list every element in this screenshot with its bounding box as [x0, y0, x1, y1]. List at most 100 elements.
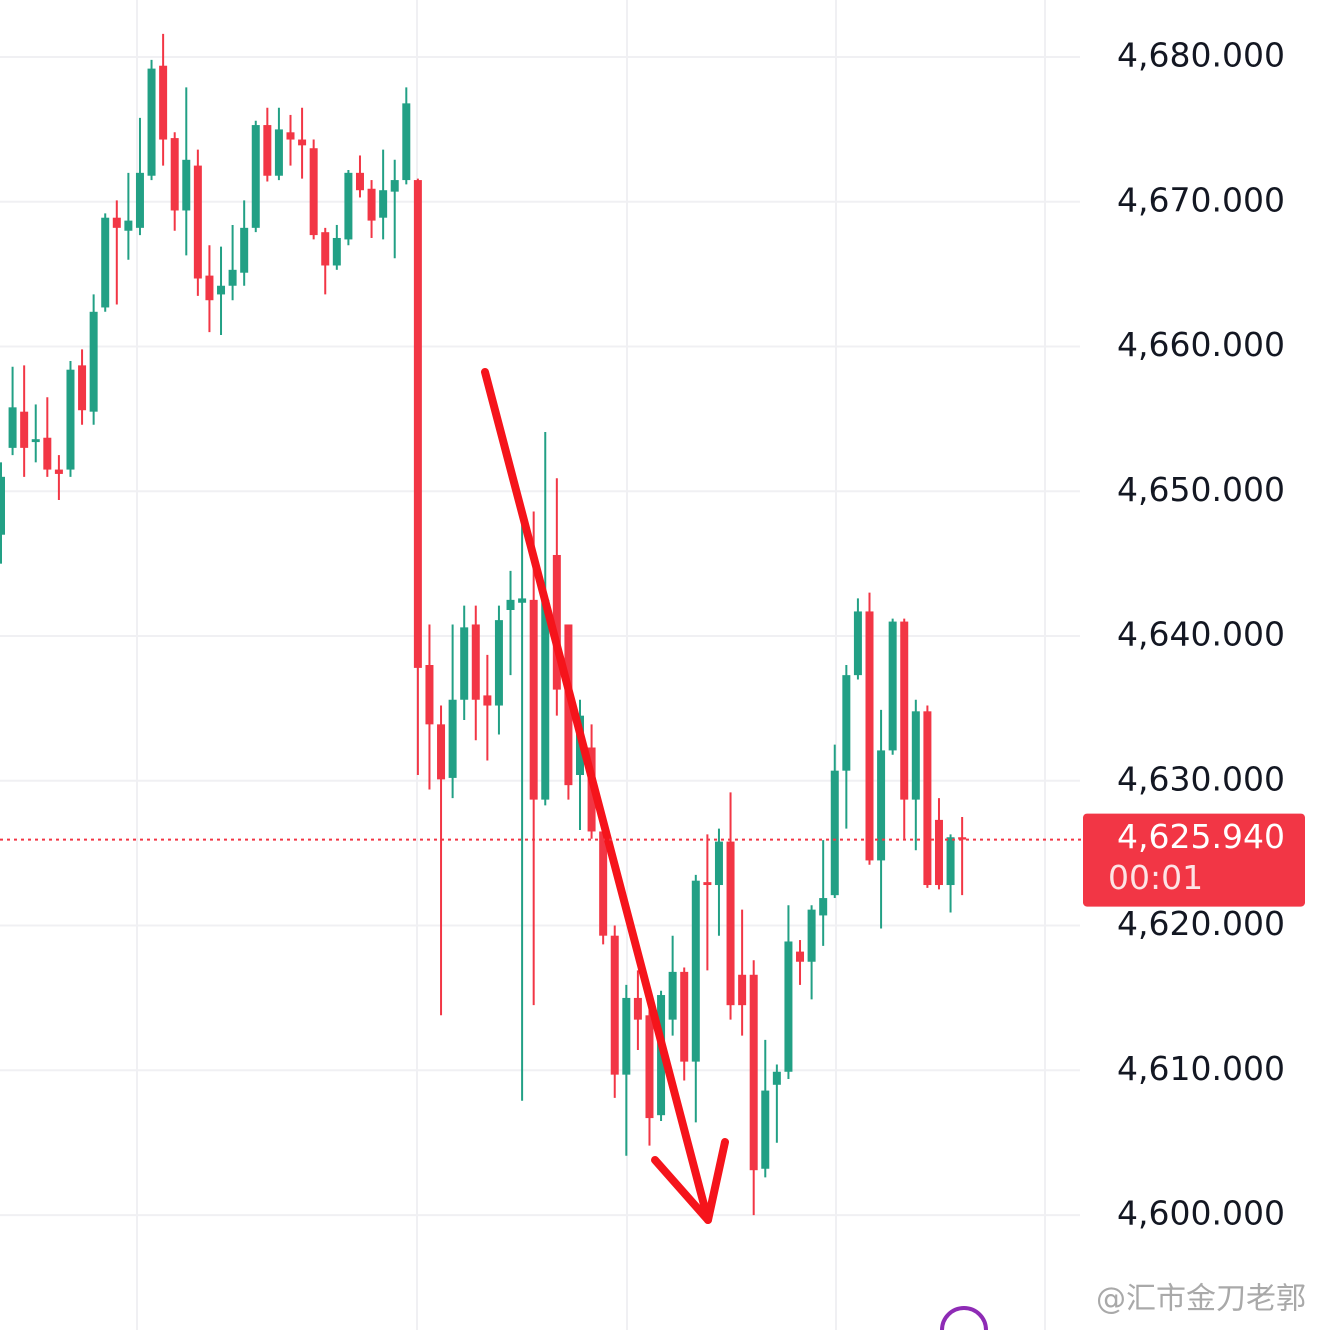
- candle-body: [43, 437, 52, 470]
- candle-body: [610, 935, 619, 1075]
- candle-body: [182, 159, 191, 211]
- candle-body: [726, 841, 735, 1006]
- candle-body: [853, 611, 862, 676]
- candle-body: [518, 598, 527, 603]
- candle-body: [205, 275, 214, 301]
- candle-body: [541, 599, 550, 800]
- candle-body: [714, 841, 723, 886]
- candle-body: [796, 951, 805, 962]
- candle-body: [89, 311, 98, 412]
- candle-body: [147, 68, 156, 176]
- candle-body: [0, 476, 5, 535]
- avatar-edge: [940, 1306, 988, 1330]
- candle-body: [842, 675, 851, 771]
- candle-body: [274, 129, 283, 176]
- candle-body: [101, 217, 110, 308]
- last-price-box: [1083, 813, 1305, 907]
- candle-body: [460, 627, 469, 700]
- price-axis: 4,680.000 4,670.000 4,660.000 4,650.000 4,64…: [1117, 36, 1285, 1233]
- candle-body: [772, 1071, 781, 1085]
- candle-body: [135, 172, 144, 228]
- watermark: @汇市金刀老郭: [1096, 1282, 1306, 1317]
- candle-body: [819, 898, 828, 916]
- candle-body: [680, 971, 689, 1062]
- candle-body: [20, 411, 29, 448]
- candle-body: [31, 439, 40, 443]
- candle-body: [911, 711, 920, 800]
- candle-body: [112, 217, 121, 228]
- candle-body: [402, 103, 411, 181]
- y-tick-label: 4,660.000: [1117, 325, 1285, 364]
- candle-body: [228, 269, 237, 286]
- candle-body: [738, 974, 747, 1006]
- countdown: 00:01: [1108, 858, 1203, 897]
- candle-body: [309, 148, 318, 236]
- candle-body: [622, 997, 631, 1075]
- y-tick-label: 4,610.000: [1117, 1049, 1285, 1088]
- candle-body: [390, 180, 399, 192]
- candle-body: [240, 227, 249, 273]
- candle-body: [888, 621, 897, 751]
- candle-body: [251, 125, 260, 228]
- candle-body: [900, 621, 909, 800]
- candle-body: [483, 695, 492, 706]
- candle-body: [599, 831, 608, 936]
- candle-body: [413, 180, 422, 668]
- horizontal-grid: [0, 56, 1080, 1217]
- candle-body: [332, 237, 341, 266]
- candle-body: [367, 188, 376, 221]
- y-tick-label: 4,630.000: [1117, 759, 1285, 798]
- candle-body: [958, 837, 967, 840]
- candle-body: [437, 724, 446, 780]
- candle-body: [124, 220, 133, 231]
- y-tick-label: 4,670.000: [1117, 180, 1285, 219]
- candle-body: [877, 750, 886, 861]
- candle-body: [494, 620, 503, 706]
- candle-body: [8, 407, 17, 448]
- candle-body: [448, 699, 457, 778]
- candle-body: [946, 837, 955, 886]
- arrow-shaft: [481, 368, 712, 1224]
- candle-body: [355, 172, 364, 191]
- candle-body: [54, 469, 63, 474]
- candle-body: [425, 665, 434, 725]
- candle-body: [344, 172, 353, 240]
- y-tick-label: 4,680.000: [1117, 36, 1285, 75]
- candle-body: [286, 132, 295, 140]
- candle-body: [321, 232, 330, 266]
- candle-body: [159, 65, 168, 140]
- candle-body: [923, 711, 932, 886]
- candle-body: [298, 139, 307, 146]
- candle-body: [193, 165, 202, 279]
- candle-body: [633, 997, 642, 1020]
- y-tick-label: 4,620.000: [1117, 904, 1285, 943]
- candle-body: [865, 611, 874, 861]
- candle-body: [807, 909, 816, 962]
- candle-body: [506, 599, 515, 610]
- candle-body: [703, 882, 712, 886]
- last-price-label: 4,625.940: [1117, 817, 1285, 856]
- candle-body: [552, 554, 561, 690]
- y-tick-label: 4,640.000: [1117, 615, 1285, 654]
- candle-body: [263, 125, 272, 176]
- candle-body: [784, 941, 793, 1072]
- candle-body: [691, 880, 700, 1062]
- candle-body: [170, 138, 179, 211]
- candle-body: [78, 365, 87, 411]
- candle-body: [761, 1090, 770, 1169]
- candle-body: [668, 971, 677, 1020]
- arrow-head: [651, 1138, 729, 1224]
- candle-body: [66, 369, 75, 470]
- candle-body: [830, 770, 839, 896]
- candle-body: [471, 624, 480, 700]
- y-tick-label: 4,600.000: [1117, 1194, 1285, 1233]
- candle-body: [379, 190, 388, 218]
- candle-body: [749, 974, 758, 1171]
- candle-body: [934, 819, 943, 886]
- candle-body: [217, 285, 226, 295]
- annotation-arrow: [481, 368, 729, 1224]
- candle-body: [645, 1015, 654, 1119]
